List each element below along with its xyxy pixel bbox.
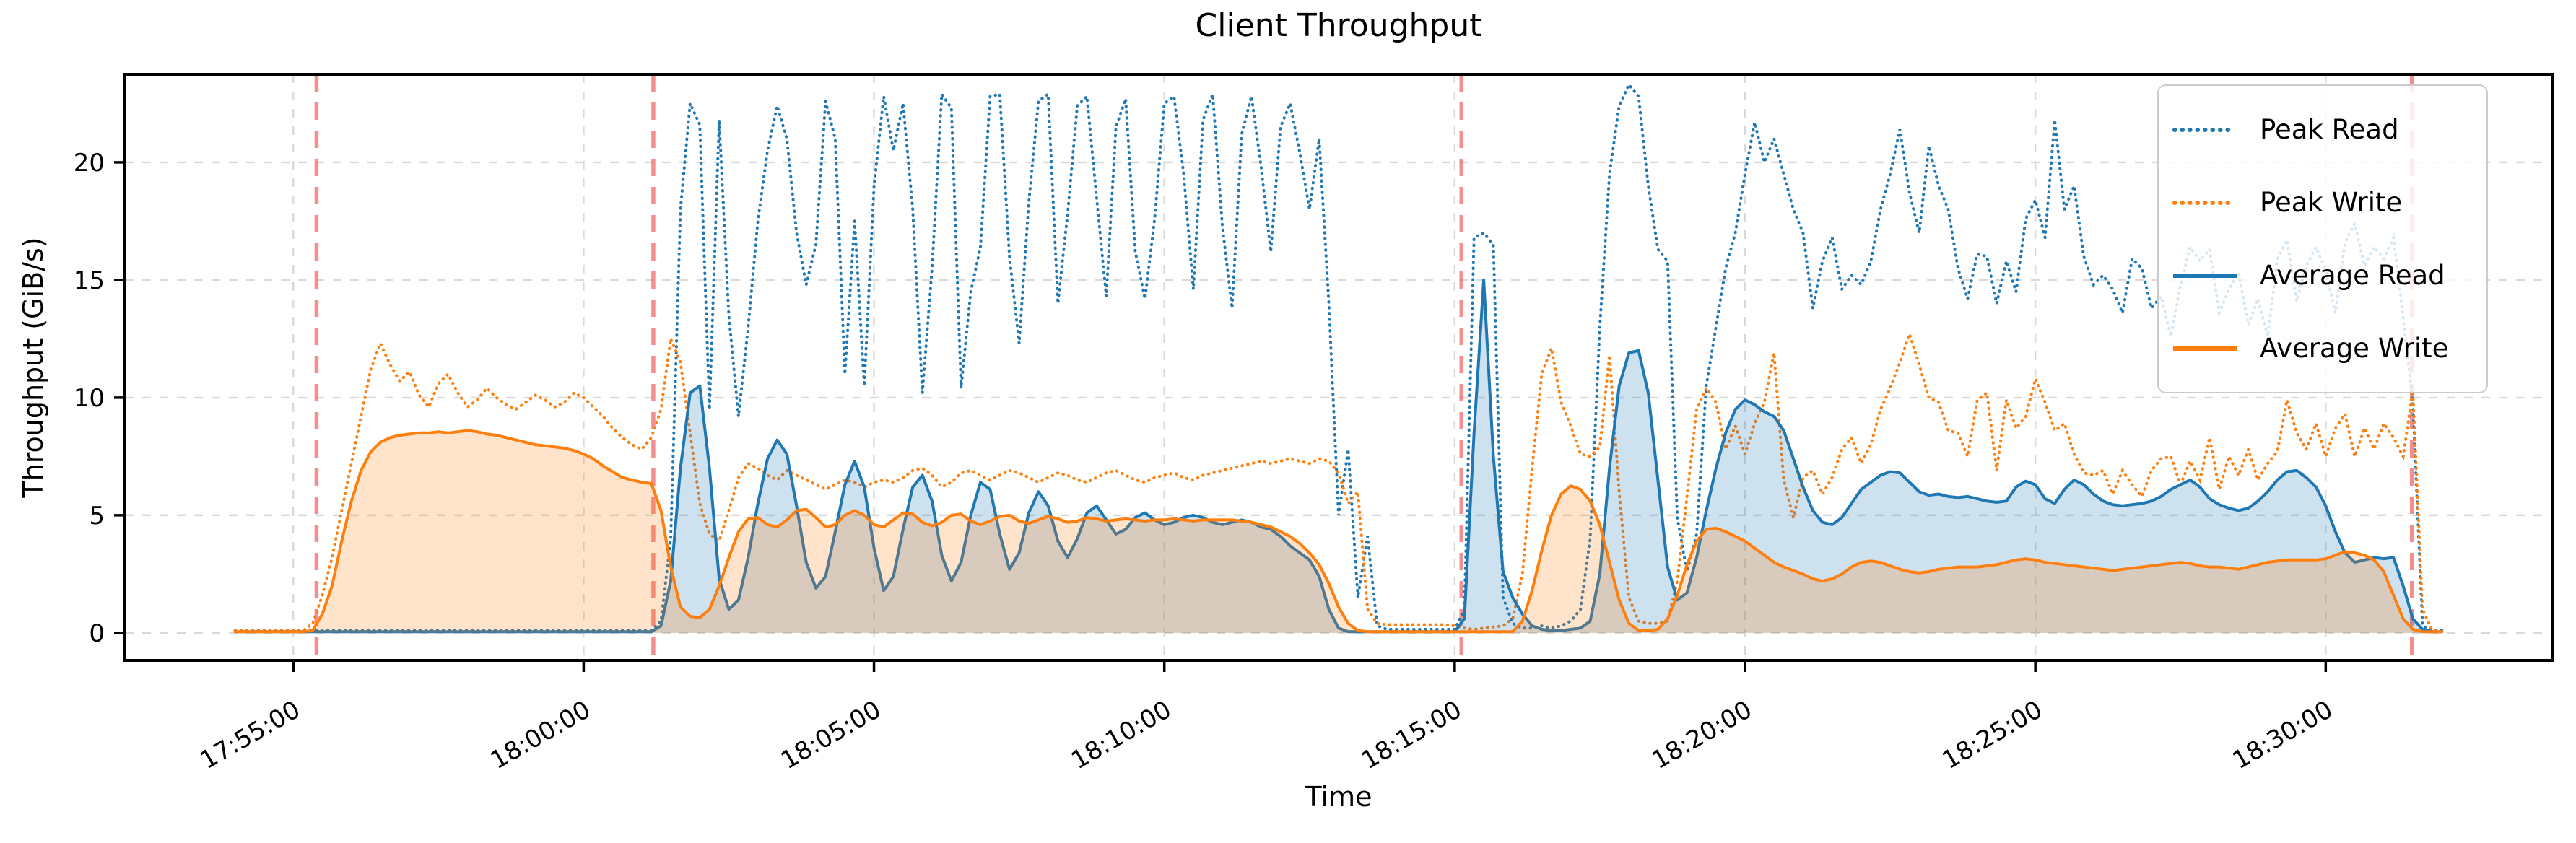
svg-text:20: 20 <box>74 149 105 178</box>
svg-text:18:25:00: 18:25:00 <box>1937 695 2047 775</box>
svg-text:18:05:00: 18:05:00 <box>776 695 886 775</box>
x-axis-label: Time <box>1305 781 1372 813</box>
svg-text:0: 0 <box>89 619 105 648</box>
peak-read-swatch-icon <box>2172 127 2237 132</box>
svg-text:18:15:00: 18:15:00 <box>1357 695 1466 775</box>
legend-item-peak-write: Peak Write <box>2172 166 2473 239</box>
svg-text:18:00:00: 18:00:00 <box>486 695 596 775</box>
svg-text:5: 5 <box>89 502 105 530</box>
svg-text:10: 10 <box>74 384 105 413</box>
legend-label: Peak Read <box>2260 114 2399 145</box>
svg-text:18:30:00: 18:30:00 <box>2228 695 2338 775</box>
average-read-swatch-icon <box>2173 273 2237 278</box>
peak-write-swatch-icon <box>2172 200 2237 205</box>
legend: Peak Read Peak Write Average Read Averag… <box>2157 84 2488 393</box>
legend-item-average-write: Average Write <box>2172 312 2473 385</box>
svg-text:15: 15 <box>74 266 105 295</box>
legend-label: Average Read <box>2260 260 2445 291</box>
svg-text:17:55:00: 17:55:00 <box>195 695 305 775</box>
y-axis-label: Throughput (GiB/s) <box>17 237 49 498</box>
legend-item-peak-read: Peak Read <box>2172 93 2473 166</box>
svg-text:18:10:00: 18:10:00 <box>1066 695 1176 775</box>
average-write-swatch-icon <box>2173 346 2237 351</box>
chart-title: Client Throughput <box>1195 7 1482 44</box>
legend-label: Peak Write <box>2260 187 2403 218</box>
legend-label: Average Write <box>2260 333 2449 364</box>
svg-text:18:20:00: 18:20:00 <box>1647 695 1757 775</box>
legend-item-average-read: Average Read <box>2172 239 2473 312</box>
